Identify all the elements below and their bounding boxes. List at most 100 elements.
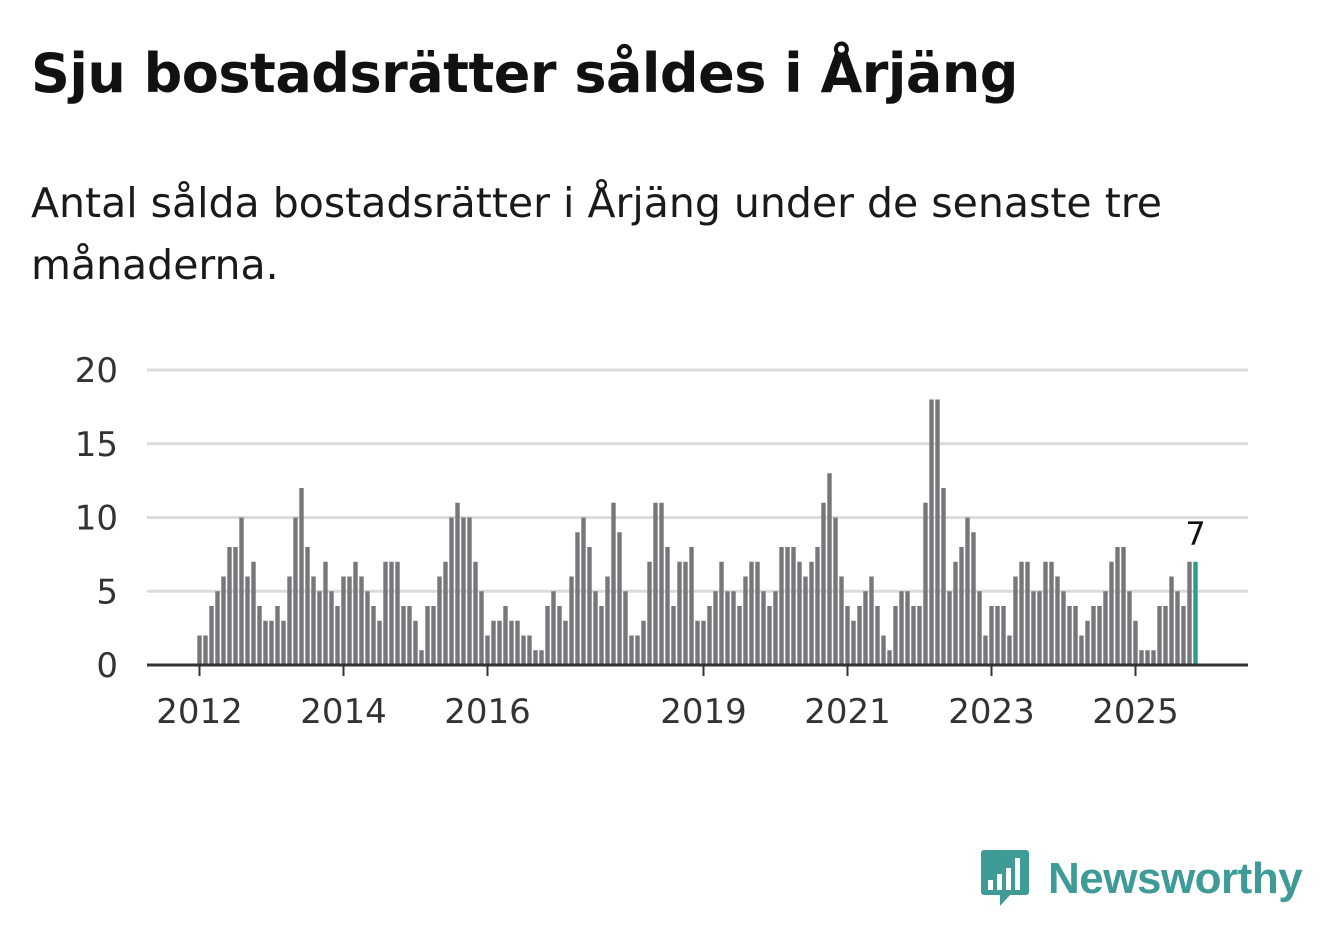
bar bbox=[803, 576, 808, 665]
bar bbox=[659, 502, 664, 665]
bar bbox=[365, 591, 370, 665]
bar bbox=[929, 399, 934, 665]
bar bbox=[557, 606, 562, 665]
bar bbox=[197, 635, 202, 665]
bar bbox=[221, 576, 226, 665]
bar bbox=[977, 591, 982, 665]
bar bbox=[581, 517, 586, 665]
bar bbox=[629, 635, 634, 665]
bar bbox=[857, 606, 862, 665]
x-tick-label: 2012 bbox=[156, 692, 243, 732]
bar bbox=[893, 606, 898, 665]
bar bbox=[1055, 576, 1060, 665]
bar bbox=[749, 561, 754, 665]
bar bbox=[611, 502, 616, 665]
bar bbox=[635, 635, 640, 665]
bar bbox=[1037, 591, 1042, 665]
bar bbox=[575, 532, 580, 665]
bar bbox=[515, 620, 520, 665]
bar bbox=[593, 591, 598, 665]
bar bbox=[1163, 606, 1168, 665]
bar bbox=[779, 547, 784, 665]
bar bbox=[341, 576, 346, 665]
bar bbox=[551, 591, 556, 665]
bar bbox=[491, 620, 496, 665]
bar bbox=[833, 517, 838, 665]
bar bbox=[473, 561, 478, 665]
bar bbox=[875, 606, 880, 665]
bar bbox=[755, 561, 760, 665]
bar bbox=[305, 547, 310, 665]
bar bbox=[413, 620, 418, 665]
bar bbox=[521, 635, 526, 665]
bar bbox=[1109, 561, 1114, 665]
bar bbox=[965, 517, 970, 665]
bar bbox=[317, 591, 322, 665]
bar bbox=[641, 620, 646, 665]
bar bbox=[1151, 650, 1156, 665]
grid-lines bbox=[147, 368, 1248, 593]
bar bbox=[743, 576, 748, 665]
bar bbox=[695, 620, 700, 665]
bar bbox=[1025, 561, 1030, 665]
x-axis: 2012 2014 2016 2019 2021 2023 2025 bbox=[147, 663, 1248, 732]
bar bbox=[347, 576, 352, 665]
bar bbox=[869, 576, 874, 665]
bar bbox=[1127, 591, 1132, 665]
bar bbox=[377, 620, 382, 665]
bar bbox=[653, 502, 658, 665]
bar bbox=[1175, 591, 1180, 665]
chart-subtitle: Antal sålda bostadsrätter i Årjäng under… bbox=[31, 179, 1162, 289]
bar bbox=[533, 650, 538, 665]
newsworthy-bar-chart-icon bbox=[981, 850, 1029, 906]
bar bbox=[251, 561, 256, 665]
bar bbox=[479, 591, 484, 665]
bar bbox=[215, 591, 220, 665]
y-tick-label: 5 bbox=[96, 572, 118, 612]
bar bbox=[587, 547, 592, 665]
bar bbox=[329, 591, 334, 665]
bar bbox=[1115, 547, 1120, 665]
bar bbox=[431, 606, 436, 665]
bar bbox=[839, 576, 844, 665]
bar bbox=[527, 635, 532, 665]
bar bbox=[701, 620, 706, 665]
bar bbox=[863, 591, 868, 665]
x-tick-label: 2025 bbox=[1092, 692, 1179, 732]
x-tick-label: 2014 bbox=[300, 692, 387, 732]
bar bbox=[419, 650, 424, 665]
bar bbox=[1157, 606, 1162, 665]
bar bbox=[353, 561, 358, 665]
bar bbox=[1145, 650, 1150, 665]
bar bbox=[545, 606, 550, 665]
bar bbox=[1097, 606, 1102, 665]
bar bbox=[503, 606, 508, 665]
x-tick-label: 2016 bbox=[444, 692, 531, 732]
bar bbox=[989, 606, 994, 665]
bar bbox=[971, 532, 976, 665]
bar bbox=[1181, 606, 1186, 665]
bar bbox=[359, 576, 364, 665]
bar bbox=[281, 620, 286, 665]
bar bbox=[785, 547, 790, 665]
bar bbox=[731, 591, 736, 665]
x-tick-label: 2023 bbox=[948, 692, 1035, 732]
bar bbox=[335, 606, 340, 665]
bar bbox=[671, 606, 676, 665]
bar bbox=[767, 606, 772, 665]
bar bbox=[437, 576, 442, 665]
bar bbox=[1079, 635, 1084, 665]
bar bbox=[941, 488, 946, 665]
bar bbox=[383, 561, 388, 665]
bar bbox=[569, 576, 574, 665]
bar bbox=[953, 561, 958, 665]
bar bbox=[827, 473, 832, 665]
bar bbox=[1031, 591, 1036, 665]
bar bbox=[1073, 606, 1078, 665]
highlight-value-label: 7 bbox=[1185, 515, 1205, 553]
bar bbox=[1085, 620, 1090, 665]
bar bbox=[227, 547, 232, 665]
bar bbox=[1049, 561, 1054, 665]
bar bbox=[797, 561, 802, 665]
bar bbox=[245, 576, 250, 665]
